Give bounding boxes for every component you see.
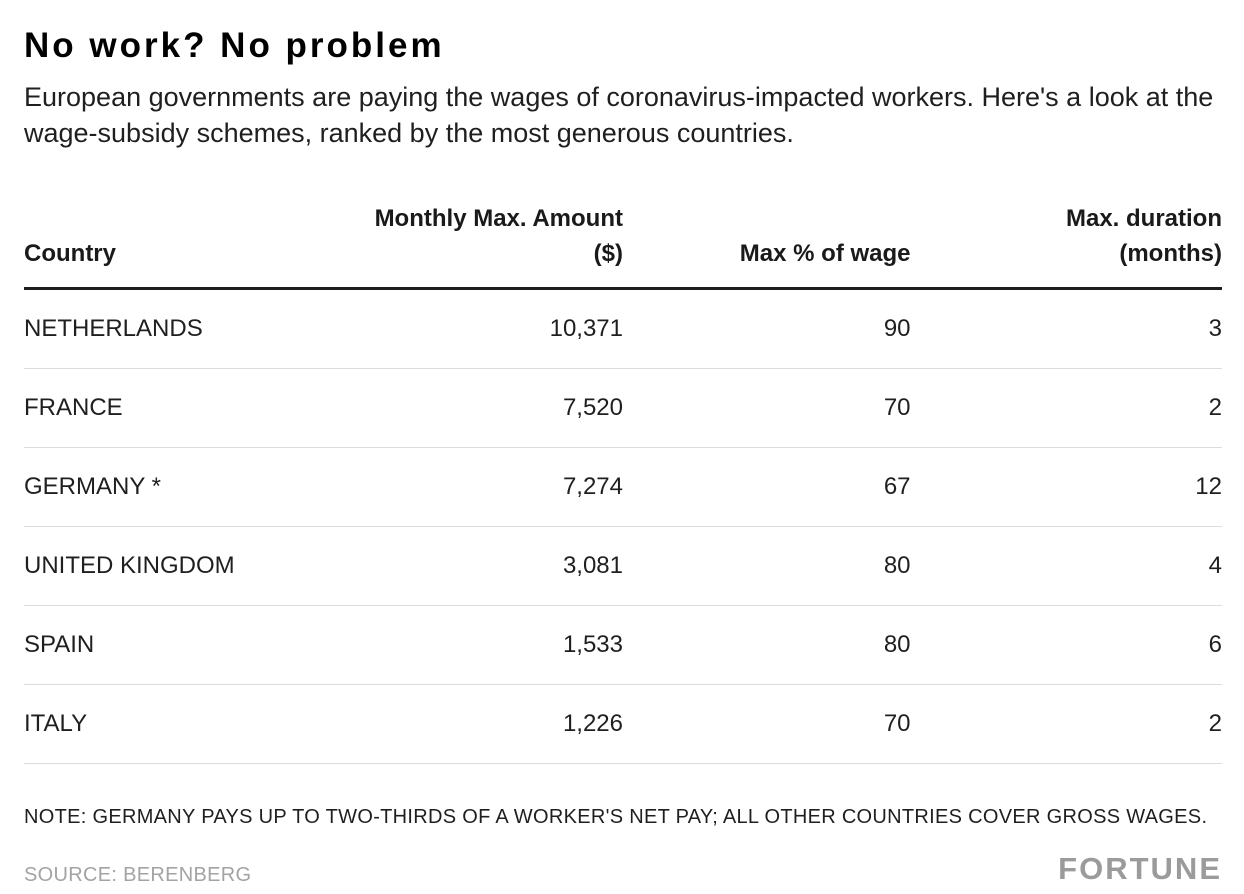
chart-title: No work? No problem	[24, 26, 445, 65]
column-header-country: Country	[24, 201, 324, 291]
cell-max-pct: 80	[623, 605, 911, 686]
cell-country: GERMANY *	[24, 447, 324, 528]
cell-monthly-max: 3,081	[323, 526, 623, 607]
source-credit: SOURCE: BERENBERG	[24, 864, 252, 887]
column-header-label: Max % of wage	[739, 239, 911, 267]
chart-footer: SOURCE: BERENBERG FORTUNE	[24, 851, 1222, 887]
table-header-row: Country Monthly Max. Amount ($) Max % of…	[24, 201, 1222, 291]
column-header-max-pct: Max % of wage	[623, 201, 911, 291]
cell-max-pct: 70	[623, 368, 911, 449]
column-header-label: Max. duration	[1065, 204, 1222, 232]
table-row: SPAIN 1,533 80 6	[24, 605, 1222, 686]
column-header-label: Country	[24, 239, 116, 267]
fortune-logo: FORTUNE	[1058, 851, 1222, 887]
cell-max-duration: 3	[910, 288, 1222, 370]
cell-monthly-max: 10,371	[323, 288, 623, 370]
table-row: FRANCE 7,520 70 2	[24, 368, 1222, 449]
table-row: ITALY 1,226 70 2	[24, 684, 1222, 765]
column-header-max-duration: Max. duration (months)	[910, 201, 1222, 291]
cell-max-duration: 12	[910, 447, 1222, 528]
cell-monthly-max: 1,226	[323, 684, 623, 765]
cell-max-duration: 4	[910, 526, 1222, 607]
cell-max-duration: 2	[910, 684, 1222, 765]
wage-subsidy-table: Country Monthly Max. Amount ($) Max % of…	[24, 201, 1222, 765]
cell-country: FRANCE	[24, 368, 324, 449]
cell-max-duration: 6	[910, 605, 1222, 686]
column-header-monthly-max: Monthly Max. Amount ($)	[323, 201, 623, 291]
cell-max-pct: 70	[623, 684, 911, 765]
footnote: NOTE: GERMANY PAYS UP TO TWO-THIRDS OF A…	[24, 806, 1208, 829]
chart-subtitle: European governments are paying the wage…	[24, 82, 1214, 148]
column-header-label: Monthly Max. Amount	[374, 204, 623, 232]
cell-max-pct: 90	[623, 288, 911, 370]
cell-monthly-max: 1,533	[323, 605, 623, 686]
cell-max-pct: 80	[623, 526, 911, 607]
cell-country: UNITED KINGDOM	[24, 526, 324, 607]
table-row: NETHERLANDS 10,371 90 3	[24, 288, 1222, 370]
table-row: UNITED KINGDOM 3,081 80 4	[24, 526, 1222, 607]
cell-country: NETHERLANDS	[24, 288, 324, 370]
cell-max-pct: 67	[623, 447, 911, 528]
table-row: GERMANY * 7,274 67 12	[24, 447, 1222, 528]
column-header-label: (months)	[1119, 239, 1222, 267]
cell-country: ITALY	[24, 684, 324, 765]
cell-country: SPAIN	[24, 605, 324, 686]
cell-monthly-max: 7,274	[323, 447, 623, 528]
cell-monthly-max: 7,520	[323, 368, 623, 449]
column-header-label: ($)	[593, 239, 623, 267]
cell-max-duration: 2	[910, 368, 1222, 449]
